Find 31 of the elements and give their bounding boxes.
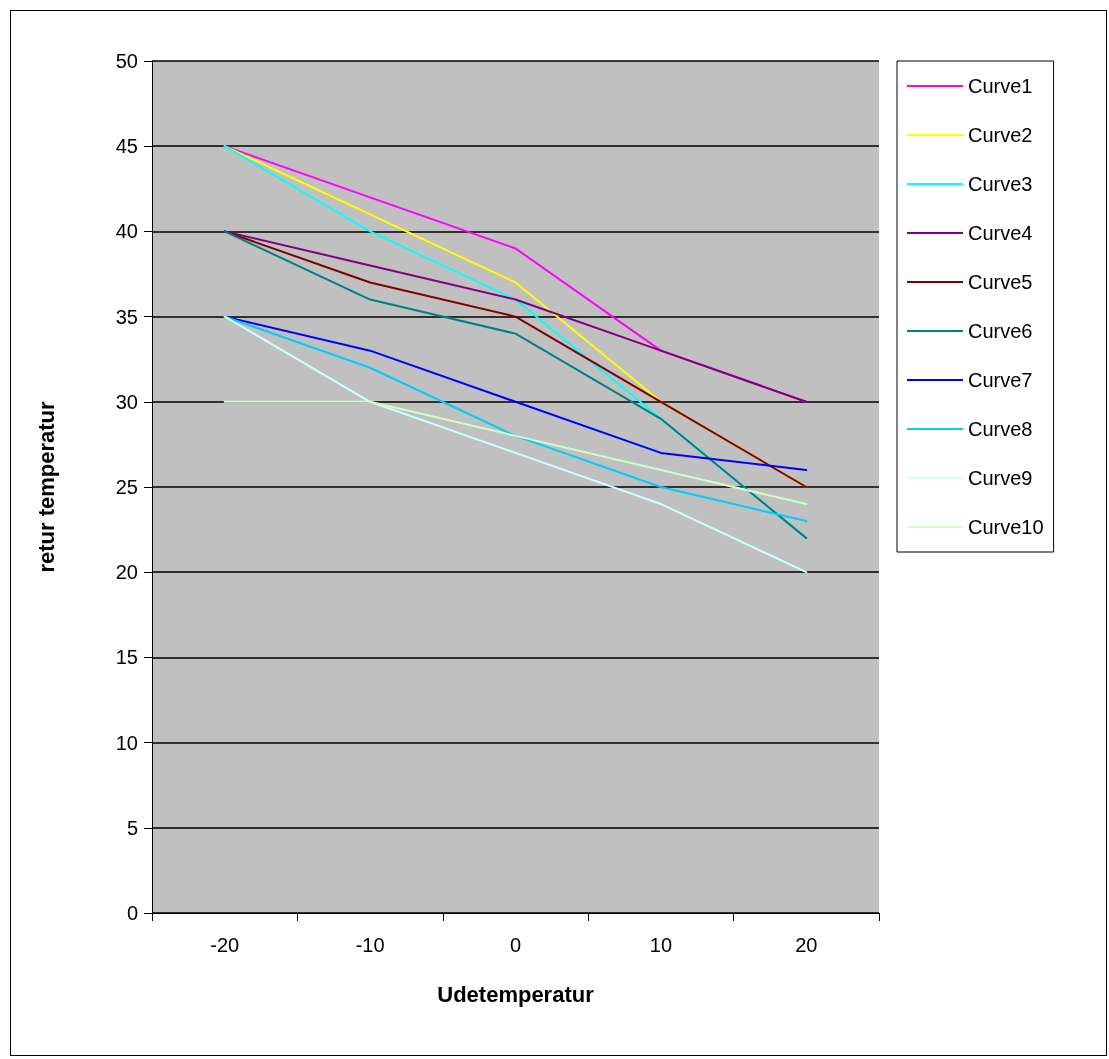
y-tick-label: 35 (115, 305, 138, 328)
x-tick-label: 20 (795, 934, 818, 956)
legend-label: Curve2 (968, 124, 1033, 146)
legend-label: Curve6 (968, 320, 1033, 342)
legend-label: Curve1 (968, 75, 1033, 97)
legend-label: Curve10 (968, 516, 1044, 538)
legend-label: Curve4 (968, 222, 1033, 244)
legend-label: Curve3 (968, 173, 1033, 195)
y-tick-label: 20 (115, 561, 138, 584)
y-tick-label: 40 (115, 220, 138, 243)
x-tick-label: 10 (649, 934, 673, 956)
x-tick-label: 0 (509, 934, 522, 956)
y-tick-label: 50 (115, 50, 138, 72)
y-tick-label: 30 (115, 390, 138, 413)
legend-label: Curve5 (968, 271, 1033, 293)
legend-label: Curve8 (968, 418, 1033, 440)
y-tick-label: 25 (115, 476, 138, 498)
legend-label: Curve9 (968, 467, 1033, 489)
line-series (223, 400, 808, 506)
y-tick-label: 45 (115, 135, 138, 158)
line-series (223, 230, 808, 540)
x-axis-title: Udetemperatur (437, 981, 595, 1007)
line-series (223, 315, 808, 574)
x-tick-label: -20 (210, 934, 240, 956)
x-tick-label: -10 (355, 934, 385, 956)
legend-label: Curve7 (968, 369, 1033, 391)
y-tick-label: 15 (115, 646, 138, 669)
y-tick-label: 10 (115, 731, 138, 754)
y-tick-label: 0 (126, 902, 138, 924)
y-tick-label: 5 (126, 816, 138, 839)
y-axis-title: retur temperatur (33, 400, 59, 573)
